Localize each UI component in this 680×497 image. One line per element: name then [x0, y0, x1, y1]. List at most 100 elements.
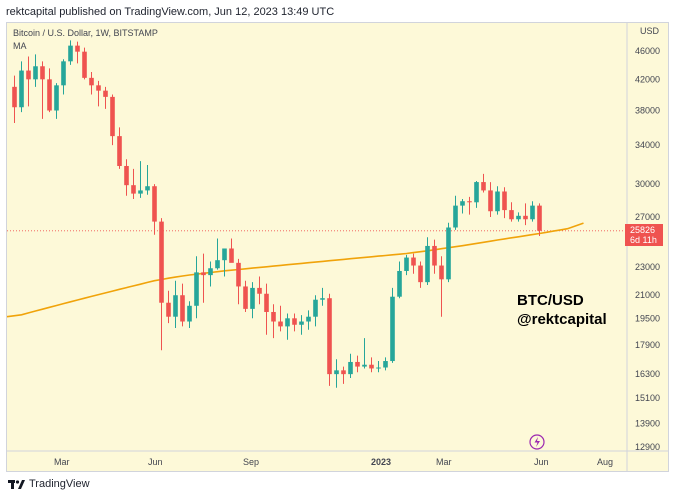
- watermark-symbol: BTC/USD: [517, 292, 584, 309]
- candle-body: [411, 257, 416, 266]
- candle-body: [12, 86, 17, 108]
- candle-body: [530, 205, 535, 220]
- candle-body: [495, 191, 500, 212]
- candle-body: [509, 210, 514, 220]
- candle-body: [75, 45, 80, 52]
- y-tick-label: 13900: [635, 419, 660, 429]
- x-tick-label: Aug: [597, 457, 613, 467]
- x-tick-label: Sep: [243, 457, 259, 467]
- candle-body: [271, 311, 276, 322]
- y-tick-label: 23000: [635, 262, 660, 272]
- y-tick-label: 17900: [635, 340, 660, 350]
- candle-body: [173, 295, 178, 317]
- y-tick-label: 30000: [635, 179, 660, 189]
- x-tick-label: Jun: [148, 457, 163, 467]
- last-price-badge: 25826 6d 11h: [625, 224, 663, 246]
- y-tick-label: 19500: [635, 313, 660, 323]
- footer: TradingView: [8, 478, 90, 490]
- candle-body: [47, 79, 52, 111]
- candle-body: [243, 286, 248, 309]
- tradingview-logo-icon: [8, 479, 25, 489]
- candle-body: [54, 85, 59, 111]
- chart-panel[interactable]: USD 46000 42000 38000 34000 30000 27000 23000 21…: [6, 22, 669, 472]
- candle-body: [96, 85, 101, 91]
- candle-body: [278, 321, 283, 327]
- candle-body: [313, 299, 318, 317]
- candle-body: [299, 321, 304, 325]
- last-price: 25826: [630, 225, 656, 235]
- candle-body: [40, 66, 45, 80]
- candle-body: [327, 298, 332, 375]
- candle-body: [460, 201, 465, 206]
- candle-body: [166, 302, 171, 317]
- y-tick-label: 15100: [635, 393, 660, 403]
- candle-body: [320, 298, 325, 300]
- footer-brand: TradingView: [29, 478, 90, 490]
- candle-body: [481, 182, 486, 191]
- candle-body: [250, 287, 255, 309]
- candle-body: [215, 260, 220, 269]
- candle-body: [516, 215, 521, 220]
- candle-body: [82, 51, 87, 78]
- candle-body: [537, 205, 542, 231]
- watermark-author: @rektcapital: [517, 311, 607, 328]
- candle-body: [467, 201, 472, 203]
- y-tick-label: 16300: [635, 369, 660, 379]
- candle-body: [61, 61, 66, 86]
- symbol-title: Bitcoin / U.S. Dollar, 1W, BITSTAMP: [13, 28, 158, 38]
- y-tick-label: 21000: [635, 290, 660, 300]
- candle-body: [502, 191, 507, 211]
- candle-body: [306, 316, 311, 322]
- candle-body: [89, 77, 94, 86]
- candle-body: [124, 165, 129, 186]
- candle-body: [404, 257, 409, 271]
- candle-body: [208, 268, 213, 276]
- candle-body: [222, 248, 227, 261]
- candle-body: [194, 272, 199, 306]
- x-tick-label: Mar: [436, 457, 452, 467]
- y-tick-label: 46000: [635, 46, 660, 56]
- candle-body: [159, 221, 164, 303]
- candle-body: [292, 318, 297, 325]
- candle-body: [488, 190, 493, 212]
- y-tick-label: 27000: [635, 212, 660, 222]
- candle-body: [432, 245, 437, 266]
- indicator-label[interactable]: MA: [13, 41, 27, 51]
- candle-body: [257, 287, 262, 294]
- candle-body: [425, 245, 430, 283]
- candle-body: [110, 96, 115, 137]
- y-tick-label: 34000: [635, 140, 660, 150]
- moving-average-line: [7, 222, 584, 318]
- candle-body: [138, 190, 143, 194]
- bar-countdown: 6d 11h: [630, 235, 657, 245]
- candle-body: [362, 364, 367, 367]
- candle-body: [439, 265, 444, 280]
- candle-body: [390, 296, 395, 362]
- y-tick-label: 38000: [635, 106, 660, 116]
- candle-body: [418, 265, 423, 283]
- candle-body: [348, 361, 353, 375]
- candle-body: [103, 90, 108, 97]
- candle-body: [131, 185, 136, 194]
- candle-body: [369, 364, 374, 369]
- chart-watermark: BTC/USD @rektcapital: [517, 291, 607, 329]
- candle-body: [187, 305, 192, 322]
- candle-body: [285, 318, 290, 327]
- candle-body: [180, 295, 185, 322]
- candle-body: [397, 270, 402, 297]
- candle-body: [33, 66, 38, 80]
- x-tick-label: 2023: [371, 457, 391, 467]
- candle-body: [383, 361, 388, 368]
- candle-body: [453, 205, 458, 228]
- candle-body: [264, 293, 269, 312]
- y-tick-label: 12900: [635, 442, 660, 452]
- candle-body: [19, 70, 24, 108]
- candle-body: [26, 70, 31, 80]
- candle-body: [152, 186, 157, 222]
- candle-body: [68, 45, 73, 62]
- candlestick-chart[interactable]: USD 46000 42000 38000 34000 30000 27000 23000 21…: [7, 23, 668, 471]
- lightning-icon-bolt: [534, 437, 540, 447]
- candle-body: [341, 370, 346, 375]
- x-tick-label: Jun: [534, 457, 549, 467]
- candle-body: [446, 227, 451, 280]
